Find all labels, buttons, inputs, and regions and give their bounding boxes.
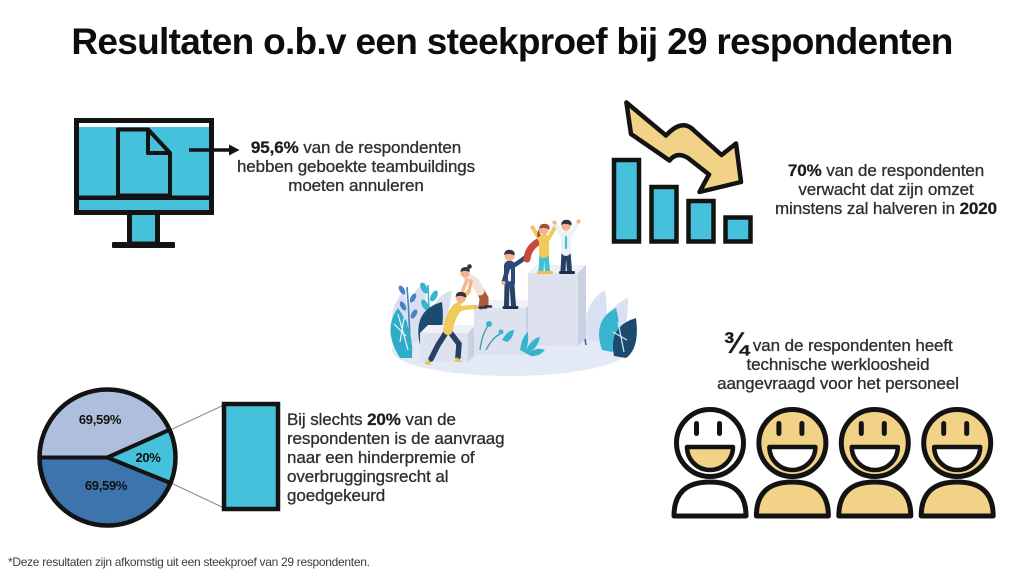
document-fold-corner [146, 127, 172, 155]
bar-icon-bar [649, 184, 679, 244]
bar-icon-bars [611, 157, 753, 244]
person-celebrating-man [552, 219, 581, 274]
person-icons-row [665, 405, 1000, 523]
stat-omzet-text: 70% van de respondenten verwacht dat zijn… [774, 161, 997, 218]
pie-chart [37, 387, 178, 528]
podium-blocks [420, 265, 586, 362]
smiling-person-icon [674, 410, 746, 517]
pie-slice-label: 20% [135, 450, 161, 465]
block-tall [528, 265, 586, 346]
stat-hinderpremie-text: Bij slechts 20% van de respondenten is de… [287, 410, 505, 505]
bar-icon-bar [611, 157, 642, 244]
stat-werkloosheid-text: ¾ van de respondenten heeft technische we… [717, 327, 959, 393]
person-helping [460, 264, 493, 310]
arrow-right-icon [189, 144, 240, 156]
teamwork-podium-illustration [390, 219, 637, 376]
declining-bar-chart-icon [611, 100, 753, 244]
pie-slice-label: 69,59% [85, 478, 128, 493]
declining-arrow-icon [624, 100, 744, 195]
plants-right-icon [569, 290, 637, 358]
bar-icon-bar [723, 215, 753, 244]
smiling-person-icon [756, 410, 828, 517]
footnote: *Deze resultaten zijn afkomstig uit een … [8, 555, 370, 569]
smiling-person-icon [921, 410, 993, 517]
connector-line-bottom [168, 481, 225, 509]
monitor-document-icon [74, 118, 240, 248]
stat-annuleren-text: 95,6% van de respondenten hebben geboekte… [236, 138, 476, 195]
page-title: Resultaten o.b.v een steekproef bij 29 r… [71, 21, 953, 62]
smiling-person-icon [839, 410, 911, 517]
person-icons-group [674, 410, 993, 517]
pie-chart-with-magnified-slice: 69,59% 69,59% 20% [37, 387, 281, 528]
monitor-bezel-line [79, 195, 209, 200]
bar-icon-bar [686, 198, 716, 244]
connector-line-top [167, 404, 225, 432]
pie-outline [37, 387, 178, 528]
pie-slice-label: 69,59% [79, 412, 122, 427]
magnified-slice-bar [221, 401, 281, 512]
monitor-base [112, 242, 175, 248]
person-climbing [424, 289, 478, 366]
